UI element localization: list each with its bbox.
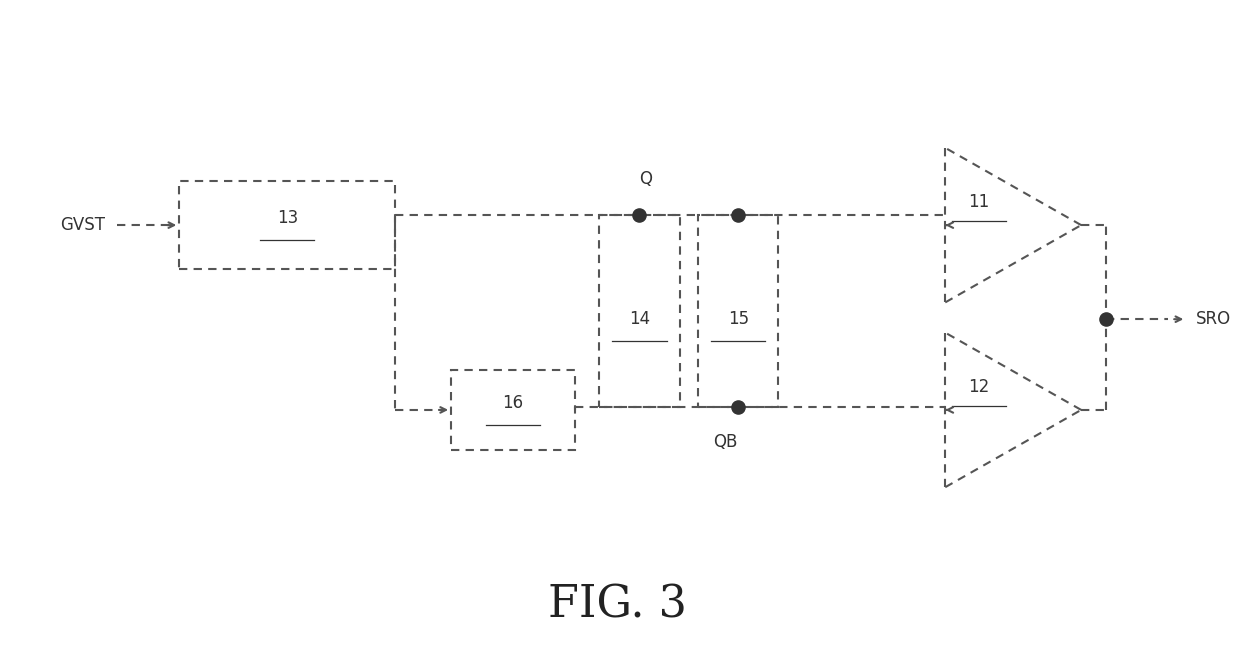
Text: FIG. 3: FIG. 3 [548,583,687,626]
Bar [698,215,779,407]
Text: 12: 12 [968,378,990,396]
Bar [599,215,680,407]
Text: SRO: SRO [1197,310,1231,328]
Text: 16: 16 [502,394,523,412]
Text: 15: 15 [728,310,749,329]
Text: 11: 11 [968,193,990,211]
Bar [451,370,574,450]
Text: GVST: GVST [60,216,105,234]
Bar [179,181,396,269]
Point [728,401,748,412]
Text: Q: Q [639,170,652,188]
Point [1096,314,1116,325]
Text: 14: 14 [629,310,650,329]
Point [630,210,650,220]
Text: QB: QB [713,433,738,452]
Text: 13: 13 [277,210,298,227]
Point [728,210,748,220]
